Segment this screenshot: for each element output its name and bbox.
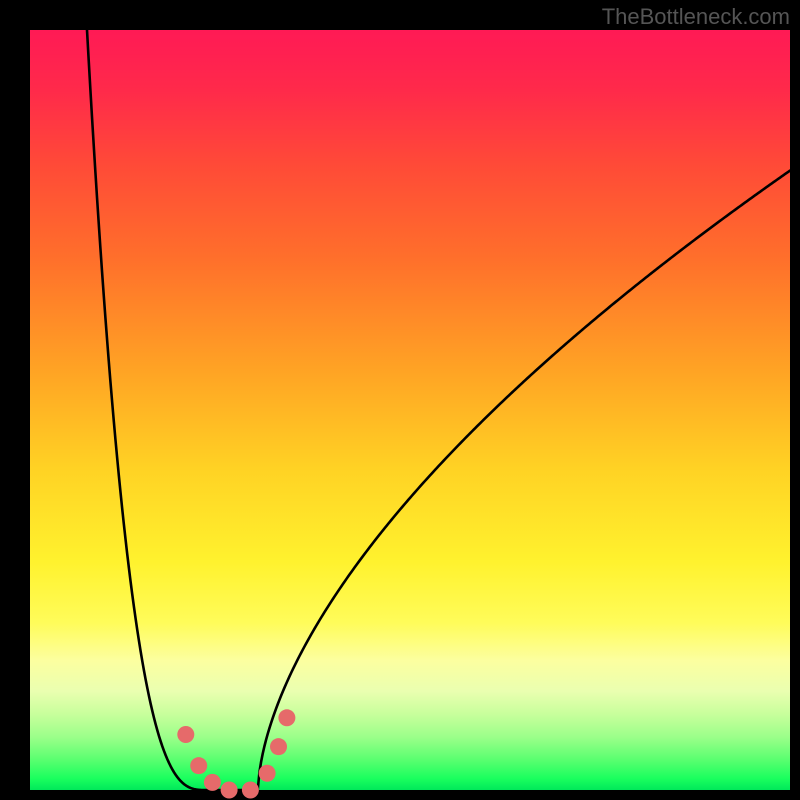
marker-point — [177, 726, 194, 743]
marker-point — [204, 774, 221, 791]
marker-point — [221, 782, 238, 799]
marker-point — [270, 738, 287, 755]
marker-point — [278, 709, 295, 726]
marker-point — [190, 757, 207, 774]
marker-point — [259, 765, 276, 782]
watermark-text: TheBottleneck.com — [602, 4, 790, 30]
marker-point — [242, 782, 259, 799]
